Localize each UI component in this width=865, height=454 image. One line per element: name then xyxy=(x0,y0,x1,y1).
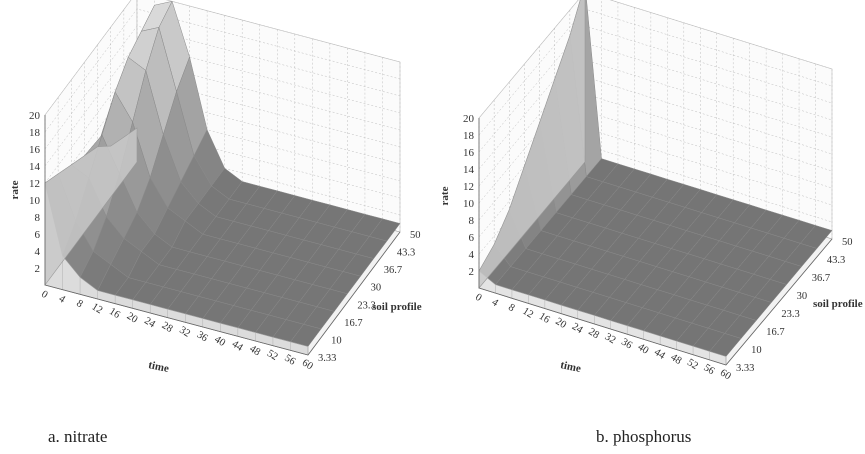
x-tick-label: 56 xyxy=(282,353,297,368)
x-tick-label: 32 xyxy=(603,332,618,347)
z-tick-label: 4 xyxy=(469,249,475,261)
x-tick-label: 52 xyxy=(685,357,700,372)
x-tick-label: 16 xyxy=(537,311,552,326)
x-tick-label: 28 xyxy=(160,320,175,335)
z-tick-label: 18 xyxy=(463,130,475,142)
x-axis-label: time xyxy=(147,359,170,375)
x-tick-label: 40 xyxy=(636,342,651,357)
x-tick-label: 48 xyxy=(247,343,262,358)
x-axis xyxy=(44,284,309,356)
z-tick-label: 12 xyxy=(463,181,474,193)
chart-panel-nitrate: 2 4 6 8 10 12 14 16 18 20 0 4 8 12 16 20 24 28 32 36 40 44 48 5… xyxy=(0,0,432,454)
y-tick-label: 36.7 xyxy=(812,273,830,284)
y-tick-label: 23.3 xyxy=(357,300,375,311)
x-tick-label: 60 xyxy=(300,357,315,372)
x-tick-label: 12 xyxy=(90,301,105,316)
z-tick-label: 6 xyxy=(35,229,41,241)
x-tick-label: 36 xyxy=(195,329,210,344)
z-tick-label: 8 xyxy=(35,212,41,224)
surface-left-face xyxy=(44,127,138,286)
y-tick-label: 10 xyxy=(751,345,762,356)
z-tick-label: 20 xyxy=(463,113,475,125)
z-tick-label: 10 xyxy=(463,198,475,210)
z-tick-label: 14 xyxy=(29,161,41,173)
z-tick-label: 14 xyxy=(463,164,475,176)
z-tick-label: 4 xyxy=(35,246,41,258)
y-tick-label: 50 xyxy=(842,237,853,248)
x-tick-label: 56 xyxy=(701,362,716,377)
chart-caption: a. nitrate xyxy=(48,427,108,446)
z-tick-label: 8 xyxy=(469,215,475,227)
x-tick-label: 24 xyxy=(142,315,157,330)
z-axis-label: rate xyxy=(9,180,21,199)
z-tick-label: 18 xyxy=(29,127,41,139)
x-tick-label: 24 xyxy=(570,321,585,336)
z-tick-label: 16 xyxy=(29,144,41,156)
x-tick-label: 4 xyxy=(490,297,501,310)
z-axis-label: rate xyxy=(439,186,451,205)
z-tick-label: 2 xyxy=(469,266,475,278)
x-tick-label: 12 xyxy=(520,306,535,321)
x-tick-label: 48 xyxy=(669,352,684,367)
y-tick-label: 3.33 xyxy=(736,363,754,374)
x-tick-label: 4 xyxy=(57,293,68,306)
chart-panel-phosphorus: 2 4 6 8 10 12 14 16 18 20 0 4 8 12 16 20 24 28 32 36 40 44 48 5… xyxy=(432,0,865,454)
z-tick-label: 16 xyxy=(463,147,475,159)
y-tick-label: 23.3 xyxy=(781,309,799,320)
x-tick-label: 8 xyxy=(506,302,516,314)
x-axis-label: time xyxy=(559,359,582,375)
x-tick-label: 0 xyxy=(473,292,483,304)
y-tick-label: 3.33 xyxy=(318,353,336,364)
x-tick-label: 36 xyxy=(619,337,634,352)
y-tick-label: 50 xyxy=(410,230,421,241)
z-tick-label: 10 xyxy=(29,195,41,207)
y-tick-label: 10 xyxy=(331,335,342,346)
y-tick-label: 30 xyxy=(797,291,808,302)
y-tick-label: 30 xyxy=(371,283,382,294)
z-tick-label: 6 xyxy=(469,232,475,244)
y-tick-label: 43.3 xyxy=(397,248,415,259)
y-axis xyxy=(307,231,401,356)
z-tick-label: 12 xyxy=(29,178,40,190)
x-tick-label: 8 xyxy=(74,298,84,310)
x-tick-label: 28 xyxy=(586,326,601,341)
z-tick-label: 2 xyxy=(35,263,41,275)
z-tick-label: 20 xyxy=(29,110,41,122)
y-tick-label: 36.7 xyxy=(384,265,402,276)
x-tick-label: 20 xyxy=(553,316,568,331)
surface-left-face xyxy=(478,0,586,289)
y-axis-label: soil profile xyxy=(813,298,863,310)
x-tick-label: 60 xyxy=(718,367,733,382)
x-tick-label: 0 xyxy=(39,289,49,301)
chart-caption: b. phosphorus xyxy=(596,427,692,446)
y-tick-label: 16.7 xyxy=(766,327,784,338)
x-tick-label: 44 xyxy=(652,347,667,362)
y-axis-label: soil profile xyxy=(372,301,422,313)
y-tick-label: 16.7 xyxy=(344,318,362,329)
x-tick-label: 40 xyxy=(212,334,227,349)
x-axis xyxy=(478,287,727,366)
x-tick-label: 44 xyxy=(230,339,245,354)
y-axis xyxy=(725,238,833,366)
x-tick-label: 52 xyxy=(265,348,280,363)
x-tick-label: 32 xyxy=(177,325,192,340)
y-tick-label: 43.3 xyxy=(827,255,845,266)
x-tick-label: 20 xyxy=(125,311,140,326)
x-tick-label: 16 xyxy=(107,306,122,321)
